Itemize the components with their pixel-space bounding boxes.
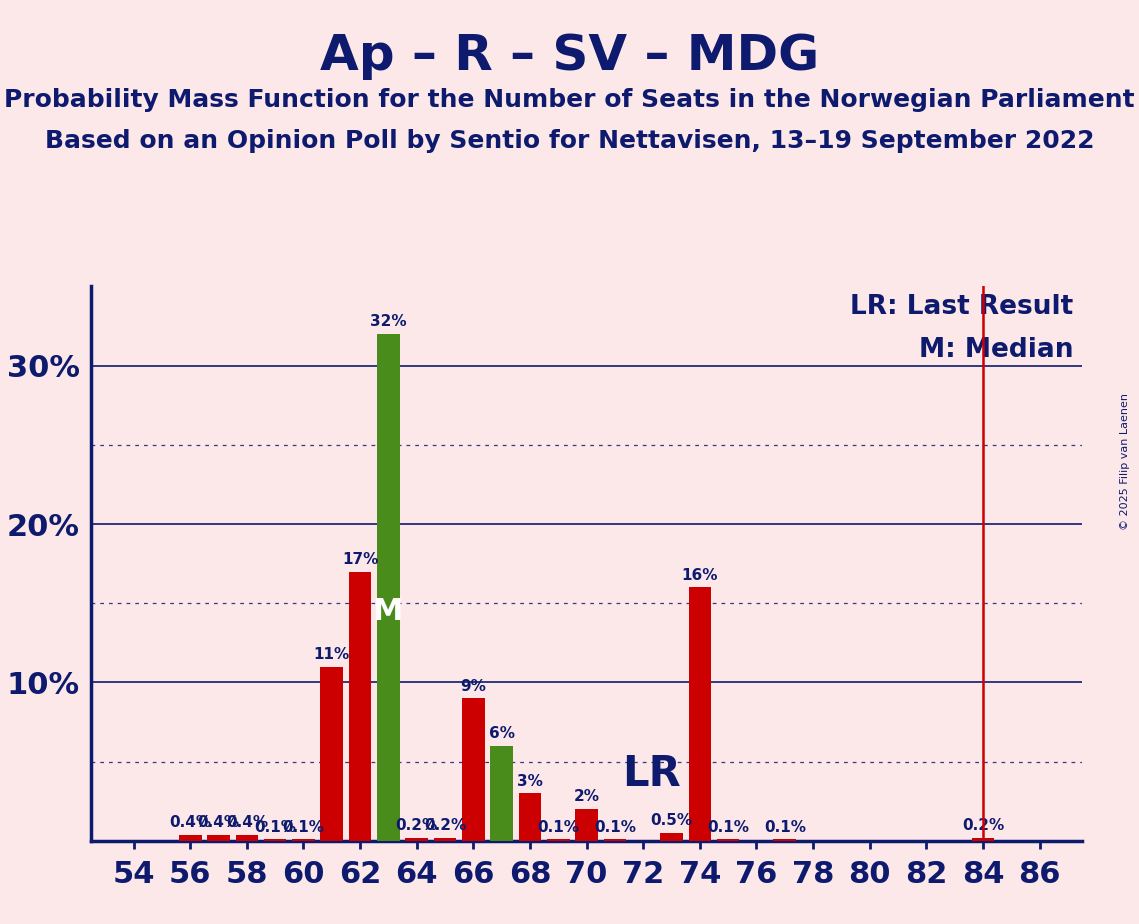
Text: Based on an Opinion Poll by Sentio for Nettavisen, 13–19 September 2022: Based on an Opinion Poll by Sentio for N… <box>44 129 1095 153</box>
Text: 11%: 11% <box>313 647 350 662</box>
Text: 2%: 2% <box>574 789 599 805</box>
Bar <box>661 833 683 841</box>
Text: 0.4%: 0.4% <box>226 815 268 830</box>
Bar <box>236 834 259 841</box>
Bar <box>972 838 994 841</box>
Bar <box>462 699 485 841</box>
Text: Probability Mass Function for the Number of Seats in the Norwegian Parliament: Probability Mass Function for the Number… <box>5 88 1134 112</box>
Text: 3%: 3% <box>517 773 543 788</box>
Text: 0.2%: 0.2% <box>961 818 1005 833</box>
Text: 6%: 6% <box>489 726 515 741</box>
Text: 0.1%: 0.1% <box>764 820 805 834</box>
Bar <box>518 794 541 841</box>
Text: 0.2%: 0.2% <box>424 818 466 833</box>
Text: LR: LR <box>622 753 681 796</box>
Text: 0.1%: 0.1% <box>538 820 580 834</box>
Bar <box>604 839 626 841</box>
Bar <box>575 809 598 841</box>
Text: 0.1%: 0.1% <box>282 820 325 834</box>
Bar <box>547 839 570 841</box>
Text: M: Median: M: Median <box>919 337 1074 363</box>
Bar <box>434 838 457 841</box>
Text: LR: Last Result: LR: Last Result <box>851 295 1074 321</box>
Text: 0.1%: 0.1% <box>254 820 296 834</box>
Bar <box>349 572 371 841</box>
Text: M: M <box>371 597 402 626</box>
Text: Ap – R – SV – MDG: Ap – R – SV – MDG <box>320 32 819 80</box>
Text: © 2025 Filip van Laenen: © 2025 Filip van Laenen <box>1121 394 1130 530</box>
Text: 9%: 9% <box>460 678 486 694</box>
Bar <box>716 839 739 841</box>
Bar <box>377 334 400 841</box>
Bar <box>490 746 513 841</box>
Bar <box>688 588 711 841</box>
Text: 0.2%: 0.2% <box>395 818 437 833</box>
Bar <box>264 839 287 841</box>
Text: 0.1%: 0.1% <box>707 820 749 834</box>
Text: 17%: 17% <box>342 552 378 566</box>
Bar <box>292 839 314 841</box>
Bar <box>179 834 202 841</box>
Text: 0.5%: 0.5% <box>650 813 693 828</box>
Text: 16%: 16% <box>681 567 718 583</box>
Text: 0.1%: 0.1% <box>593 820 636 834</box>
Bar <box>405 838 428 841</box>
Text: 0.4%: 0.4% <box>197 815 239 830</box>
Bar <box>773 839 796 841</box>
Text: 32%: 32% <box>370 314 407 329</box>
Bar <box>320 666 343 841</box>
Bar <box>207 834 230 841</box>
Text: 0.4%: 0.4% <box>170 815 211 830</box>
